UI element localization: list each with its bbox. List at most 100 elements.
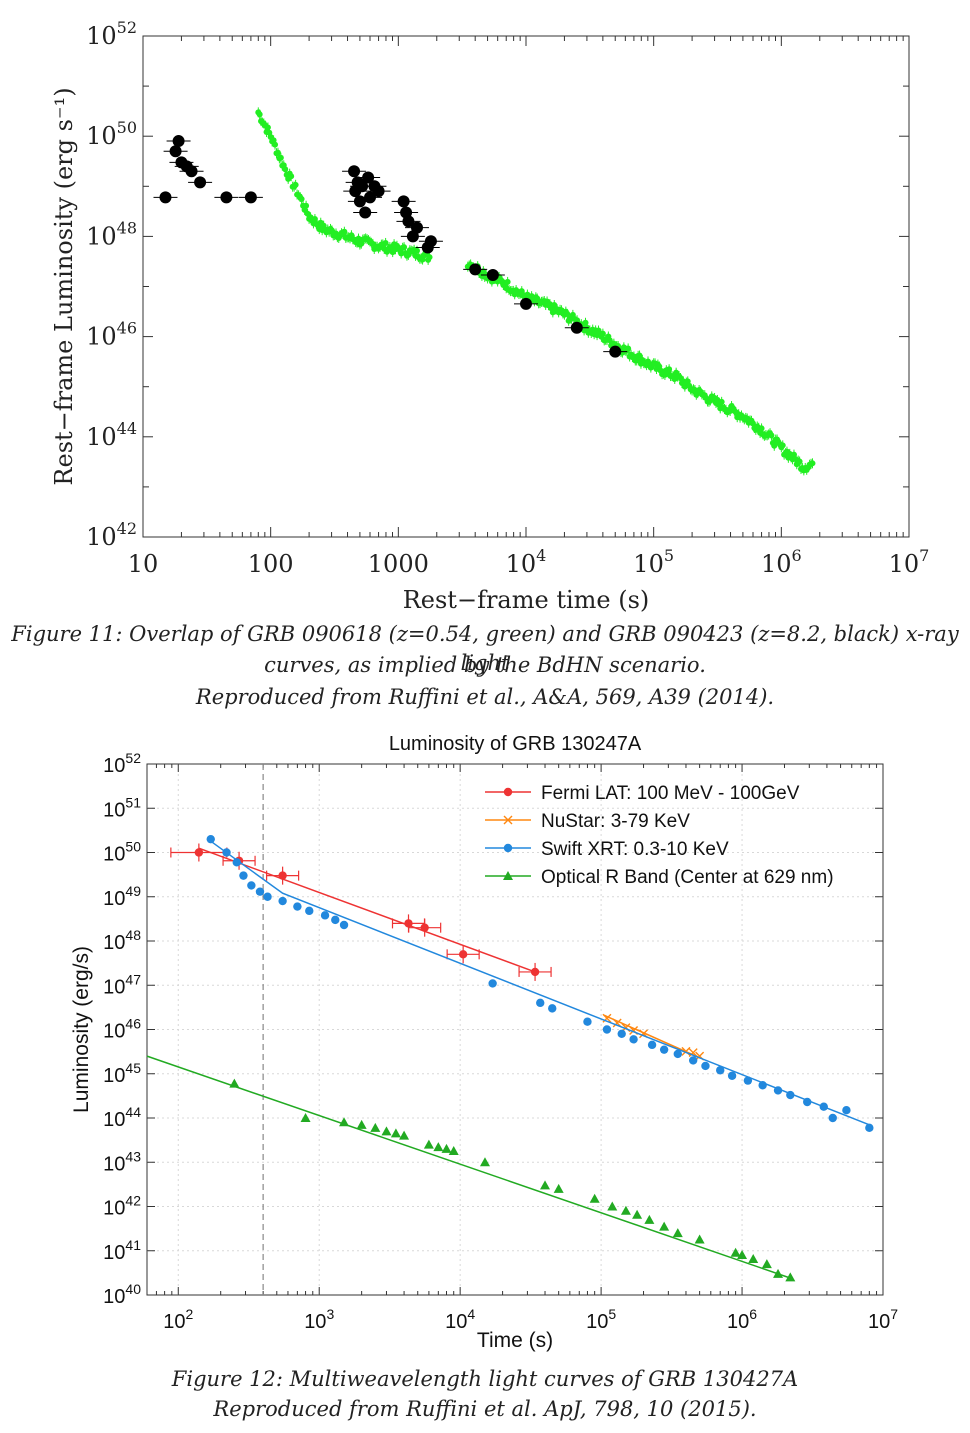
black-data-point [402, 215, 415, 228]
data-point [681, 1046, 691, 1056]
figure-11-caption-line-1: Figure 11: Overlap of GRB 090618 (z=0.54… [11, 622, 959, 675]
data-point [612, 1018, 622, 1028]
green-data-point [277, 154, 284, 161]
data-point [819, 1102, 828, 1111]
data-point [423, 1139, 434, 1149]
data-point [701, 1061, 710, 1071]
green-data-point [564, 310, 571, 317]
green-data-point [298, 196, 305, 203]
x-tick-label: 107 [889, 546, 930, 578]
data-point [688, 1048, 698, 1058]
y-tick-label: 1048 [103, 927, 141, 954]
data-point [536, 998, 545, 1008]
data-point [263, 892, 272, 901]
data-point [420, 923, 429, 932]
data-point [620, 1205, 631, 1215]
chart-title: Luminosity of GRB 130247A [389, 733, 642, 755]
data-point [448, 1145, 459, 1155]
y-tick-label: 1042 [86, 519, 137, 551]
data-point [356, 1119, 367, 1129]
plot-frame [146, 763, 884, 1296]
data-point [694, 1234, 705, 1244]
fit-line [210, 840, 870, 1126]
data-point [239, 871, 248, 880]
y-tick-label: 1051 [103, 794, 141, 821]
black-data-point [353, 195, 366, 208]
data-point [758, 1081, 767, 1090]
green-data-point [341, 228, 348, 235]
legend-label: Optical R Band (Center at 629 nm) [541, 867, 834, 888]
data-point [583, 1017, 592, 1026]
green-data-point [666, 366, 673, 373]
green-data-point [288, 173, 295, 180]
green-data-point [292, 181, 299, 188]
data-point [399, 1130, 410, 1140]
black-data-point [194, 176, 207, 189]
data-point [503, 787, 513, 797]
y-axis-label: Rest−frame Luminosity (erg s⁻¹) [50, 87, 78, 485]
y-tick-label: 1050 [103, 839, 141, 866]
y-tick-label: 1043 [103, 1148, 141, 1175]
legend-label: Fermi LAT: 100 MeV - 100GeV [541, 783, 800, 804]
data-point [390, 1128, 401, 1138]
data-point [743, 1076, 753, 1085]
data-point [300, 1113, 311, 1122]
x-tick-label: 10 [128, 550, 159, 578]
data-point [644, 1214, 655, 1224]
data-point [305, 906, 314, 916]
data-point [229, 1078, 240, 1088]
black-data-point [469, 263, 482, 276]
data-point [441, 1143, 452, 1153]
legend-label: NuStar: 3-79 KeV [541, 811, 690, 832]
y-axis-label: Luminosity (erg/s) [70, 946, 93, 1113]
x-tick-label: 102 [163, 1306, 193, 1333]
data-point [803, 1097, 812, 1107]
fit-line [146, 1055, 794, 1280]
data-point [673, 1049, 682, 1059]
black-data-point [185, 165, 198, 178]
green-data-point [796, 458, 803, 465]
fit-line [603, 1014, 700, 1059]
y-tick-label: 1041 [103, 1237, 141, 1264]
data-point [727, 1071, 737, 1080]
green-data-point [426, 254, 433, 261]
data-point [339, 920, 349, 930]
black-data-point [609, 345, 622, 358]
black-data-point [348, 165, 361, 178]
data-point [629, 1025, 639, 1035]
green-data-point [282, 166, 289, 173]
data-point [247, 881, 256, 890]
data-point [433, 1142, 444, 1152]
green-data-point [768, 432, 775, 439]
black-data-point [364, 191, 377, 204]
data-point [786, 1090, 795, 1100]
black-data-point [424, 235, 437, 248]
data-point [206, 834, 215, 844]
data-point [488, 979, 497, 988]
y-tick-label: 1046 [103, 1016, 141, 1043]
data-point [381, 1126, 392, 1136]
green-data-point [779, 442, 786, 449]
data-point [331, 915, 340, 925]
data-point [293, 902, 302, 911]
green-data-point [413, 247, 420, 254]
figure-12-caption-line-1: Figure 12: Multiweavelength light curves… [171, 1367, 799, 1391]
black-data-point [520, 297, 532, 310]
figure-12: 102 103 104 105 106 107 1040 1041 1042 1043 1044 10… [0, 720, 970, 1433]
legend-label: Swift XRT: 0.3-10 KeV [541, 839, 729, 860]
y-tick-label: 1044 [103, 1104, 141, 1131]
data-point [589, 1193, 600, 1203]
green-data-point [272, 141, 279, 148]
black-data-point [356, 180, 369, 193]
y-tick-label: 1050 [86, 118, 137, 150]
black-data-point [410, 221, 423, 234]
data-point [737, 1250, 748, 1260]
x-tick-label: 107 [868, 1306, 898, 1333]
black-data-point [244, 191, 257, 204]
data-point [639, 1029, 649, 1039]
data-point [828, 1113, 837, 1123]
y-tick-label: 1048 [86, 218, 137, 250]
data-point [339, 1117, 350, 1127]
black-data-point [362, 171, 375, 184]
data-point [278, 871, 287, 880]
